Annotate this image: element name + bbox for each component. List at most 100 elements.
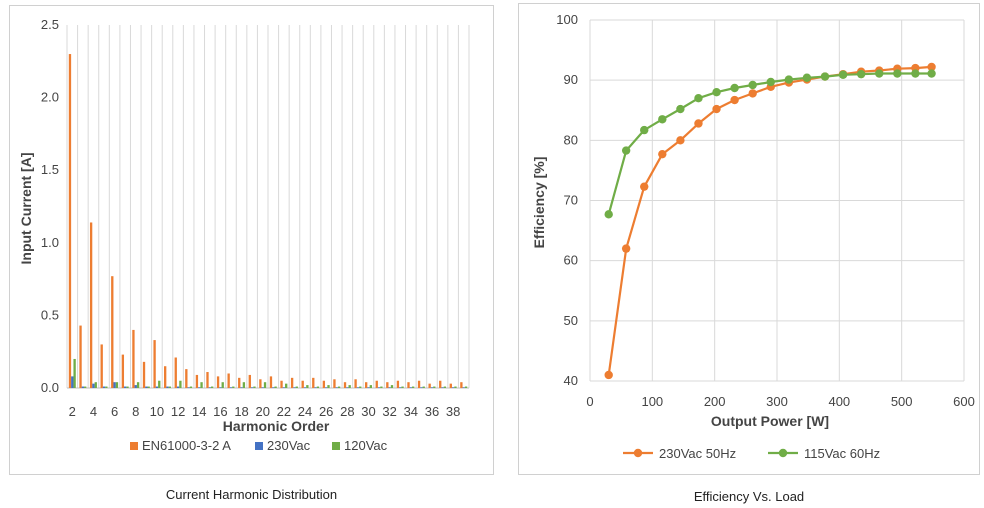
y-tick-label: 2.0 (41, 90, 59, 105)
bar-120vac (422, 386, 425, 388)
data-point-115vac-60hz (784, 75, 794, 84)
x-tick-label: 28 (340, 404, 354, 419)
data-point-115vac-60hz (748, 80, 757, 90)
x-tick-label: 34 (404, 404, 418, 419)
data-point-230vac-50hz (712, 104, 721, 114)
bar-en61000-3-2-a (132, 329, 135, 388)
bar-120vac (337, 386, 341, 388)
data-point-230vac-50hz (658, 149, 667, 159)
bar-en61000-3-2-a (428, 383, 431, 388)
bar-120vac (168, 386, 171, 388)
data-point-230vac-50hz (748, 89, 757, 98)
bar-en61000-3-2-a (100, 344, 103, 388)
x-tick-label: 24 (298, 404, 312, 419)
bar-en61000-3-2-a (343, 382, 347, 388)
bar-230vac (208, 387, 211, 388)
bar-120vac (285, 383, 288, 388)
bar-en61000-3-2-a (248, 374, 251, 388)
data-point-230vac-50hz (694, 119, 703, 128)
bar-230vac (229, 387, 233, 388)
x-tick-label: 14 (192, 404, 206, 419)
bar-en61000-3-2-a (322, 380, 326, 388)
bar-en61000-3-2-a (174, 357, 177, 388)
efficiency-chart-caption: Efficiency Vs. Load (693, 489, 805, 504)
bar-120vac (210, 386, 214, 388)
x-tick-label: 4 (90, 404, 97, 419)
bar-120vac (105, 386, 108, 388)
bar-230vac (335, 387, 338, 388)
bar-230vac (409, 387, 412, 388)
x-tick-label: 500 (891, 394, 913, 409)
bar-230vac (451, 387, 455, 388)
bar-en61000-3-2-a (449, 383, 452, 388)
x-tick-label: 300 (766, 394, 788, 409)
bar-230vac (377, 387, 381, 388)
data-point-115vac-60hz (640, 125, 649, 135)
y-tick-label: 100 (556, 12, 578, 27)
data-point-115vac-60hz (694, 94, 703, 103)
data-point-115vac-60hz (730, 83, 739, 93)
bar-120vac (179, 380, 182, 388)
bar-230vac (176, 386, 180, 388)
bar-120vac (274, 386, 277, 388)
data-point-115vac-60hz (856, 69, 866, 79)
bar-en61000-3-2-a (269, 376, 273, 388)
bar-en61000-3-2-a (301, 380, 304, 388)
data-point-115vac-60hz (658, 115, 667, 124)
bar-230vac (282, 387, 286, 388)
x-tick-label: 100 (641, 394, 663, 409)
bar-en61000-3-2-a (142, 361, 146, 388)
x-tick-label: 200 (704, 394, 726, 409)
data-point-115vac-60hz (621, 146, 631, 155)
x-tick-label: 26 (319, 404, 333, 419)
legend-marker (778, 448, 788, 458)
bar-120vac (401, 386, 404, 388)
bar-230vac (124, 386, 127, 388)
bar-230vac (346, 387, 349, 388)
bar-120vac (263, 382, 267, 388)
bar-120vac (443, 386, 447, 388)
bar-230vac (388, 387, 391, 388)
legend-label: 120Vac (344, 438, 388, 453)
bar-en61000-3-2-a (290, 377, 294, 388)
x-tick-label: 16 (213, 404, 227, 419)
bar-en61000-3-2-a (164, 366, 167, 388)
bar-120vac (242, 382, 246, 388)
bar-en61000-3-2-a (238, 377, 241, 388)
bar-en61000-3-2-a (121, 354, 125, 388)
bar-230vac (293, 387, 296, 388)
bar-230vac (71, 376, 74, 388)
bar-120vac (327, 385, 330, 388)
legend-swatch (255, 442, 263, 450)
x-tick-label: 6 (111, 404, 118, 419)
bar-120vac (411, 386, 415, 388)
data-point-230vac-50hz (621, 244, 631, 253)
x-tick-label: 30 (361, 404, 375, 419)
bar-120vac (253, 386, 256, 388)
bar-230vac (113, 382, 116, 388)
bar-en61000-3-2-a (111, 276, 114, 388)
legend-label: 230Vac 50Hz (659, 446, 736, 461)
bar-230vac (187, 387, 190, 388)
data-point-115vac-60hz (875, 69, 884, 78)
y-tick-label: 2.5 (41, 17, 59, 32)
bar-120vac (94, 382, 97, 388)
bar-120vac (84, 386, 87, 388)
data-point-230vac-50hz (730, 95, 739, 105)
y-axis-title: Input Current [A] (18, 153, 34, 265)
data-point-115vac-60hz (838, 70, 848, 79)
bar-en61000-3-2-a (354, 379, 357, 388)
bar-en61000-3-2-a (259, 379, 262, 388)
bar-120vac (316, 386, 320, 388)
bar-en61000-3-2-a (312, 377, 315, 388)
bar-en61000-3-2-a (216, 376, 220, 388)
data-point-115vac-60hz (802, 73, 812, 82)
bar-en61000-3-2-a (195, 374, 199, 388)
data-point-230vac-50hz (640, 182, 649, 191)
bar-230vac (325, 387, 328, 388)
bar-230vac (81, 386, 85, 388)
bar-120vac (306, 385, 309, 388)
harmonic-chart-panel (9, 5, 494, 475)
bar-en61000-3-2-a (206, 372, 209, 388)
